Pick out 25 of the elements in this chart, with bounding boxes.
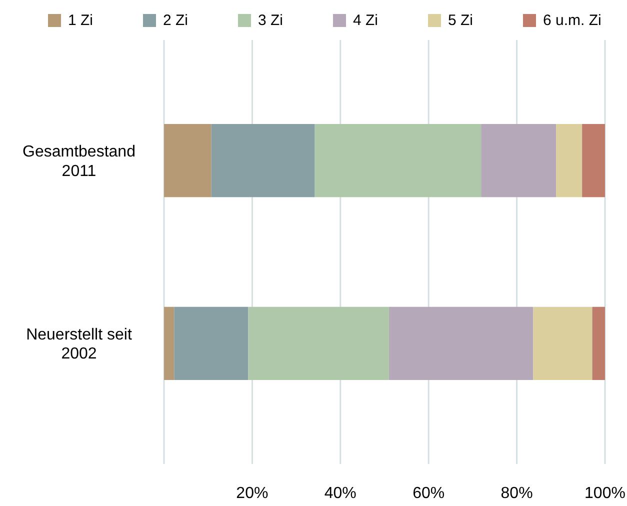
bar (533, 306, 592, 380)
x-tick-label: 20% (236, 485, 268, 502)
legend-label: 1 Zi (68, 12, 94, 29)
legend-label: 6 u.m. Zi (543, 12, 602, 29)
legend-label: 3 Zi (258, 12, 284, 29)
x-tick-label: 60% (412, 485, 445, 502)
bar (174, 306, 248, 380)
bar (582, 124, 605, 198)
y-tick-label: Gesamtbestand 2011 (22, 144, 136, 180)
y-tick-label: Neuerstellt seit 2002 (26, 326, 132, 363)
legend-label: 4 Zi (353, 12, 378, 29)
legend-label: 5 Zi (448, 12, 474, 29)
legend-label: 2 Zi (163, 12, 188, 29)
x-tick-label: 40% (324, 485, 356, 502)
bar (211, 124, 315, 198)
bar (248, 306, 389, 380)
bar (314, 124, 482, 198)
bar (481, 124, 556, 198)
bar (164, 306, 174, 380)
bar (164, 124, 212, 198)
bar (556, 124, 582, 198)
bar (388, 306, 534, 380)
x-tick-label: 100% (584, 485, 626, 502)
bar (592, 306, 605, 380)
x-tick-label: 80% (500, 485, 533, 502)
